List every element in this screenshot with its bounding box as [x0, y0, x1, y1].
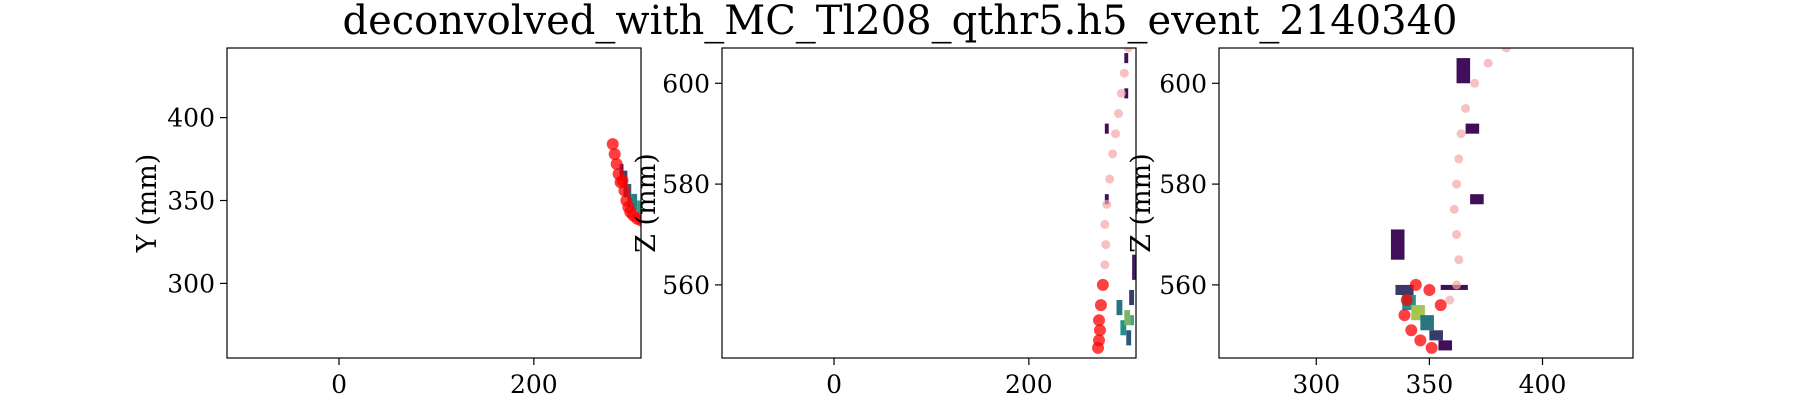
- mc-track-point: [1452, 230, 1462, 240]
- mc-track-point: [1414, 334, 1427, 347]
- hit-cell: [1124, 88, 1129, 99]
- mc-track-point: [1093, 324, 1106, 337]
- mc-track-point: [1445, 295, 1455, 305]
- y-tick-label: 300: [167, 269, 215, 298]
- y-tick-label: 600: [1159, 69, 1207, 98]
- y-tick-label: 400: [167, 104, 215, 133]
- hit-cell: [1120, 320, 1127, 336]
- mc-track-point: [1452, 179, 1462, 189]
- mc-track-point: [1123, 48, 1133, 53]
- mc-track-point: [1501, 48, 1511, 53]
- hit-cell: [1456, 58, 1471, 84]
- figure-title: deconvolved_with_MC_Tl208_qthr5.h5_event…: [343, 0, 1458, 44]
- mc-track-point: [606, 138, 619, 151]
- hit-cell: [1126, 330, 1132, 346]
- hit-cell: [1124, 53, 1129, 64]
- mc-track-point: [1116, 88, 1126, 98]
- mc-track-point: [1461, 103, 1471, 113]
- mc-track-point: [1113, 109, 1123, 119]
- mc-track-point: [1398, 309, 1411, 322]
- hit-cell: [1465, 123, 1480, 134]
- y-axis-label: Y (mm): [132, 154, 163, 254]
- mc-track-point: [1423, 283, 1436, 296]
- mc-track-point: [1092, 314, 1105, 327]
- mc-track-point: [1111, 129, 1121, 139]
- mc-track-point: [1452, 280, 1462, 290]
- mc-track: [1398, 48, 1511, 354]
- y-tick-label: 580: [662, 170, 710, 199]
- mc-track: [1092, 48, 1133, 354]
- x-tick-label: 350: [1406, 370, 1454, 399]
- hit-cell: [1132, 254, 1136, 280]
- hit-cell: [1395, 284, 1414, 295]
- mc-track: [606, 138, 641, 227]
- x-tick-label: 200: [510, 370, 558, 399]
- hit-cell: [1420, 315, 1434, 331]
- z-axis-label: Z (mm): [1126, 153, 1157, 253]
- hit-cell: [1124, 310, 1131, 326]
- mc-track-point: [1100, 219, 1110, 229]
- hit-cell: [637, 200, 641, 214]
- hit-cell: [1438, 340, 1453, 351]
- mc-track-point: [1470, 78, 1480, 88]
- mc-track-point: [1096, 278, 1109, 291]
- mc-track-point: [1456, 129, 1466, 139]
- mc-track-point: [608, 148, 621, 161]
- hit-cell: [1129, 289, 1135, 306]
- mc-track-point: [1119, 68, 1129, 78]
- mc-track-point: [1425, 341, 1438, 354]
- mc-track-point: [1100, 260, 1110, 270]
- plot-frame: [721, 47, 1137, 359]
- panel-yz: 300 350 400 560 580 600 Z (mm): [1126, 47, 1634, 399]
- mc-track-point: [616, 174, 629, 187]
- hit-cell: [1116, 300, 1123, 316]
- plot-frame: [226, 47, 642, 359]
- z-axis-label: Z (mm): [631, 153, 662, 253]
- y-tick-label: 560: [1159, 271, 1207, 300]
- mc-track-point: [1454, 255, 1464, 265]
- y-tick-label: 600: [662, 69, 710, 98]
- mc-track-point: [1105, 174, 1115, 184]
- mc-track-point: [1434, 299, 1447, 312]
- x-tick-label: 0: [331, 370, 347, 399]
- hit-map: [1104, 53, 1136, 346]
- mc-track-point: [1409, 278, 1422, 291]
- hit-cell: [1104, 123, 1109, 134]
- y-tick-label: 350: [167, 187, 215, 216]
- mc-track-point: [1483, 58, 1493, 68]
- mc-track-point: [1454, 154, 1464, 164]
- mc-track-point: [1094, 299, 1107, 312]
- mc-track-point: [1092, 334, 1105, 347]
- axis-ticks: 0 200 300 350 400: [167, 104, 557, 399]
- mc-track-point: [1101, 240, 1111, 250]
- mc-track-point: [1405, 324, 1418, 337]
- mc-track-point: [610, 158, 623, 171]
- hit-cell: [1429, 330, 1443, 341]
- mc-track-point: [1102, 199, 1112, 209]
- hit-cell: [1470, 194, 1484, 205]
- y-tick-label: 560: [662, 271, 710, 300]
- x-tick-label: 400: [1519, 370, 1567, 399]
- mc-track-point: [1400, 294, 1413, 307]
- x-tick-label: 200: [1005, 370, 1053, 399]
- hit-cell: [631, 193, 638, 211]
- mc-track-point: [635, 214, 641, 227]
- panel-xy: 0 200 300 350 400 Y (mm): [132, 47, 642, 399]
- plot-frame: [1218, 47, 1634, 359]
- x-tick-label: 300: [1292, 370, 1340, 399]
- x-tick-label: 0: [826, 370, 842, 399]
- panel-xz: 0 200 560 580 600 Z (mm): [631, 47, 1137, 399]
- hit-cell: [1104, 194, 1109, 205]
- y-tick-label: 580: [1159, 170, 1207, 199]
- axis-ticks: 300 350 400 560 580 600: [1159, 69, 1566, 399]
- hit-cell: [1130, 315, 1135, 326]
- mc-track-point: [1449, 204, 1459, 214]
- mc-track-point: [618, 184, 631, 197]
- axis-ticks: 0 200 560 580 600: [662, 69, 1052, 399]
- hit-cell: [1390, 229, 1405, 260]
- mc-track-point: [1108, 149, 1118, 159]
